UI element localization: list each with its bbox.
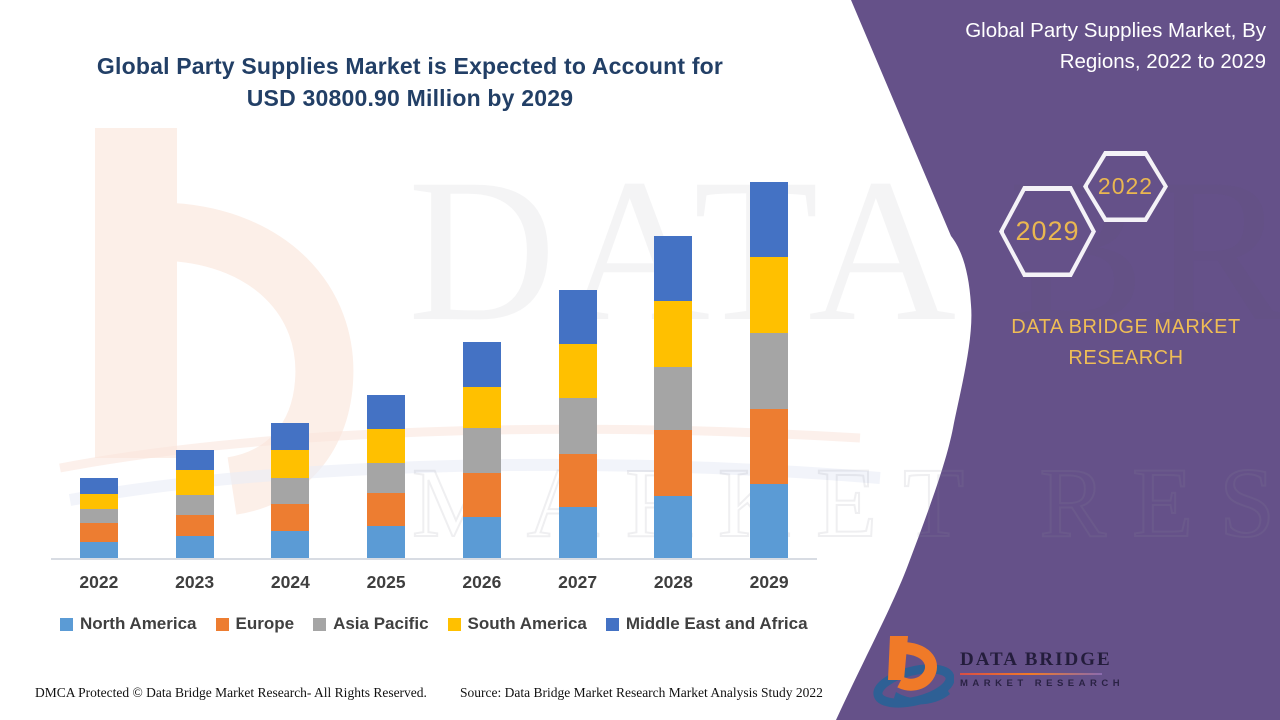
bar-segment-2024-north-america [271,531,310,558]
hexagon-2029-inner: 2029 [1003,190,1092,273]
bar-segment-2027-south-america [558,344,597,398]
bar-segment-2029-asia-pacific [750,333,789,409]
hexagon-2022-inner: 2022 [1087,155,1164,218]
legend-label-north-america: North America [80,614,197,633]
bar-column-2025 [338,182,434,558]
bar-segment-2029-middle-east-and-africa [750,182,789,257]
logo-divider [960,673,1102,675]
bar-column-2027 [530,182,626,558]
legend-label-south-america: South America [467,614,587,633]
stacked-bar-2027 [558,290,597,558]
bar-segment-2026-south-america [462,387,501,428]
bar-segment-2025-middle-east-and-africa [367,395,406,429]
legend-marker-europe [215,617,229,631]
x-axis-label-2027: 2027 [558,572,598,592]
stacked-bar-2024 [271,423,310,558]
bar-segment-2022-middle-east-and-africa [79,478,118,494]
data-bridge-logo: DATA BRIDGE MARKET RESEARCH [872,630,1124,708]
bar-segment-2022-europe [79,523,118,542]
legend-label-asia-pacific: Asia Pacific [333,614,429,633]
chart-legend: North America Europe Asia Pacific South Ame… [60,614,840,634]
bar-segment-2025-north-america [367,526,406,558]
legend-label-middle-east-and-africa: Middle East and Africa [625,614,808,633]
bar-column-2026 [434,182,530,558]
x-axis-label-2025: 2025 [366,572,406,592]
hexagon-2022-label: 2022 [1097,173,1154,199]
bar-segment-2026-europe [462,473,501,517]
bar-segment-2027-europe [558,454,597,507]
bar-segment-2029-north-america [750,484,789,558]
bar-segment-2027-north-america [558,507,597,558]
bar-segment-2028-asia-pacific [654,367,693,430]
bar-column-2024 [243,182,339,558]
bar-segment-2026-north-america [462,517,501,558]
bar-segment-2025-europe [367,493,406,526]
bar-segment-2027-asia-pacific [558,398,597,454]
legend-item-south-america: South America [447,614,587,634]
legend-marker-middle-east-and-africa [605,617,619,631]
legend-marker-asia-pacific [313,617,327,631]
bar-segment-2022-asia-pacific [79,509,118,523]
data-bridge-logo-icon [873,636,954,708]
bar-column-2023 [147,182,243,558]
legend-item-asia-pacific: Asia Pacific [313,614,429,634]
stacked-bar-2028 [654,236,693,558]
source-notice: Source: Data Bridge Market Research Mark… [460,685,823,700]
stacked-bar-2029 [750,182,789,558]
bar-segment-2026-asia-pacific [462,428,501,473]
bar-segment-2029-europe [750,409,789,484]
bar-segment-2027-middle-east-and-africa [558,290,597,344]
x-axis-label-2029: 2029 [749,572,789,592]
bar-segment-2023-south-america [175,470,214,495]
x-axis-label-2026: 2026 [462,572,502,592]
bar-column-2029 [721,182,817,558]
bar-segment-2024-south-america [271,450,310,478]
bar-segment-2022-north-america [79,542,118,558]
bar-segment-2023-asia-pacific [175,495,214,515]
logo-wordmark: DATA BRIDGE [960,649,1112,670]
bar-segment-2028-south-america [654,301,693,367]
bar-segment-2026-middle-east-and-africa [462,342,501,387]
x-axis-label-2023: 2023 [175,572,215,592]
bar-segment-2024-asia-pacific [271,478,310,504]
legend-item-europe: Europe [215,614,295,634]
bar-column-2022 [51,182,147,558]
panel-heading: Global Party Supplies Market, By Regions… [965,19,1266,73]
bar-segment-2023-europe [175,515,214,536]
stacked-bar-2026 [462,342,501,558]
bar-segment-2025-asia-pacific [367,463,406,493]
bar-segment-2028-europe [654,430,693,496]
bar-segment-2028-north-america [654,496,693,558]
bar-column-2028 [626,182,722,558]
legend-marker-north-america [60,617,73,631]
stacked-bar-2022 [79,478,118,558]
x-axis-label-2022: 2022 [79,572,119,592]
legend-marker-south-america [447,617,461,631]
brand-name-text: DATA BRIDGE MARKET RESEARCH [1011,316,1241,369]
stacked-bar-2025 [367,395,406,558]
bar-segment-2028-middle-east-and-africa [654,236,693,301]
legend-label-europe: Europe [235,614,295,633]
bar-segment-2029-south-america [750,257,789,333]
x-axis-label-2024: 2024 [270,572,310,592]
bar-segment-2025-south-america [367,429,406,463]
bar-segment-2023-middle-east-and-africa [175,450,214,470]
bar-segment-2024-middle-east-and-africa [271,423,310,450]
dmca-notice: DMCA Protected © Data Bridge Market Rese… [35,685,427,700]
x-axis-label-2028: 2028 [653,572,693,592]
bar-segment-2023-north-america [175,536,214,558]
stacked-bar-chart [51,182,817,560]
legend-item-middle-east-and-africa: Middle East and Africa [605,614,808,634]
logo-subtitle: MARKET RESEARCH [960,678,1125,689]
bar-segment-2022-south-america [79,494,118,509]
page-title: Global Party Supplies Market is Expected… [96,53,724,112]
stacked-bar-2023 [175,450,214,558]
bar-segment-2024-europe [271,504,310,531]
x-axis-labels: 2022 2023 2024 2025 2026 2027 2028 2029 [51,572,817,593]
legend-item-north-america: North America [60,614,197,634]
hexagon-2029-label: 2029 [1015,216,1080,246]
